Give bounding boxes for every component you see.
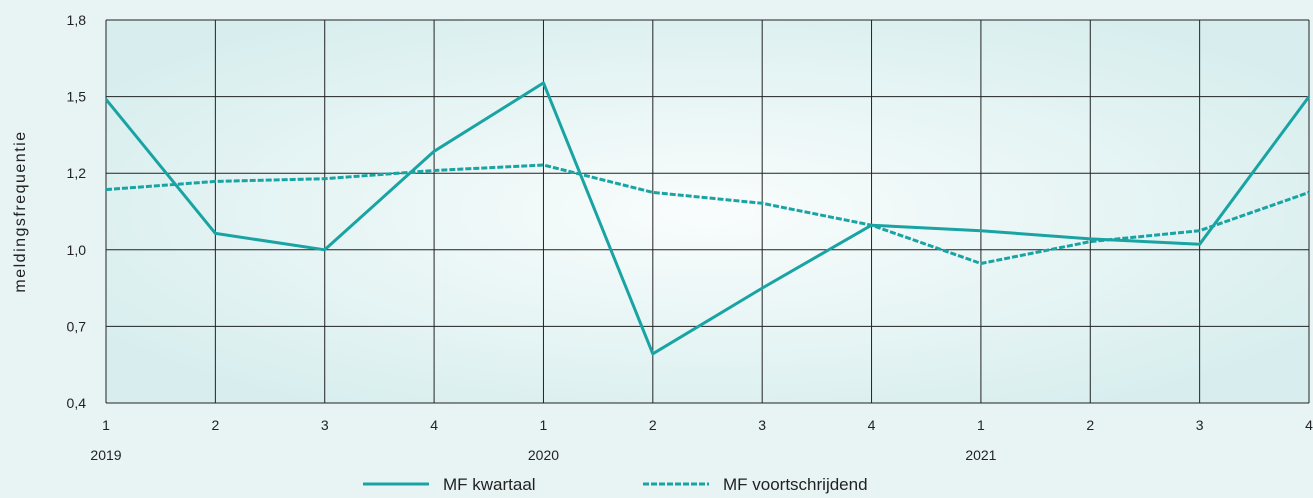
legend-label: MF kwartaal [443,475,536,494]
series-line-voortschrijdend [105,163,1310,265]
y-tick-label: 1,2 [67,165,87,181]
y-axis-ticks: 0,4 0,7 1,0 1,2 1,5 1,8 [67,12,87,411]
x-tick-label: 4 [868,417,876,433]
y-tick-label: 0,7 [67,318,87,334]
y-tick-label: 1,5 [67,89,87,105]
y-tick-label: 1,8 [67,12,87,28]
legend: MF kwartaal MF voortschrijdend [363,475,868,494]
x-tick-label: 2 [211,417,219,433]
x-tick-label: 2 [1086,417,1094,433]
x-tick-label: 4 [1305,417,1313,433]
series-lines [104,81,1311,356]
y-axis-label: meldingsfrequentie [12,130,29,292]
x-tick-label: 3 [321,417,329,433]
x-tick-label: 1 [540,417,548,433]
x-tick-label: 4 [430,417,438,433]
grid-lines [105,19,1310,404]
plot-highlight [106,20,1309,403]
x-year-label: 2020 [528,447,559,463]
y-tick-label: 1,0 [67,242,87,258]
x-tick-label: 3 [1196,417,1204,433]
x-year-label: 2019 [90,447,121,463]
x-tick-label: 2 [649,417,657,433]
legend-label: MF voortschrijdend [723,475,868,494]
x-year-label: 2021 [965,447,996,463]
x-tick-label: 3 [758,417,766,433]
x-axis-ticks: 1 2 3 4 1 2 3 4 1 2 3 4 2019 2020 2021 [90,417,1313,463]
y-tick-label: 0,4 [67,395,87,411]
plot-area [106,20,1309,403]
x-tick-label: 1 [102,417,110,433]
x-tick-label: 1 [977,417,985,433]
